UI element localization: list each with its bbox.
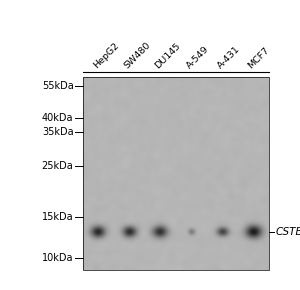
Text: A-431: A-431 <box>216 44 242 70</box>
Text: 25kDa: 25kDa <box>42 161 74 171</box>
Text: MCF7: MCF7 <box>247 45 272 70</box>
Text: 10kDa: 10kDa <box>42 253 74 263</box>
Text: SW480: SW480 <box>123 40 153 70</box>
Text: CSTB: CSTB <box>275 226 300 237</box>
Bar <box>82 77 268 270</box>
Text: 15kDa: 15kDa <box>42 212 74 222</box>
Text: 40kDa: 40kDa <box>42 113 74 123</box>
Text: 55kDa: 55kDa <box>42 81 74 91</box>
Text: A-549: A-549 <box>184 44 211 70</box>
Text: HepG2: HepG2 <box>92 41 121 70</box>
Text: 35kDa: 35kDa <box>42 127 74 137</box>
Text: DU145: DU145 <box>154 41 183 70</box>
